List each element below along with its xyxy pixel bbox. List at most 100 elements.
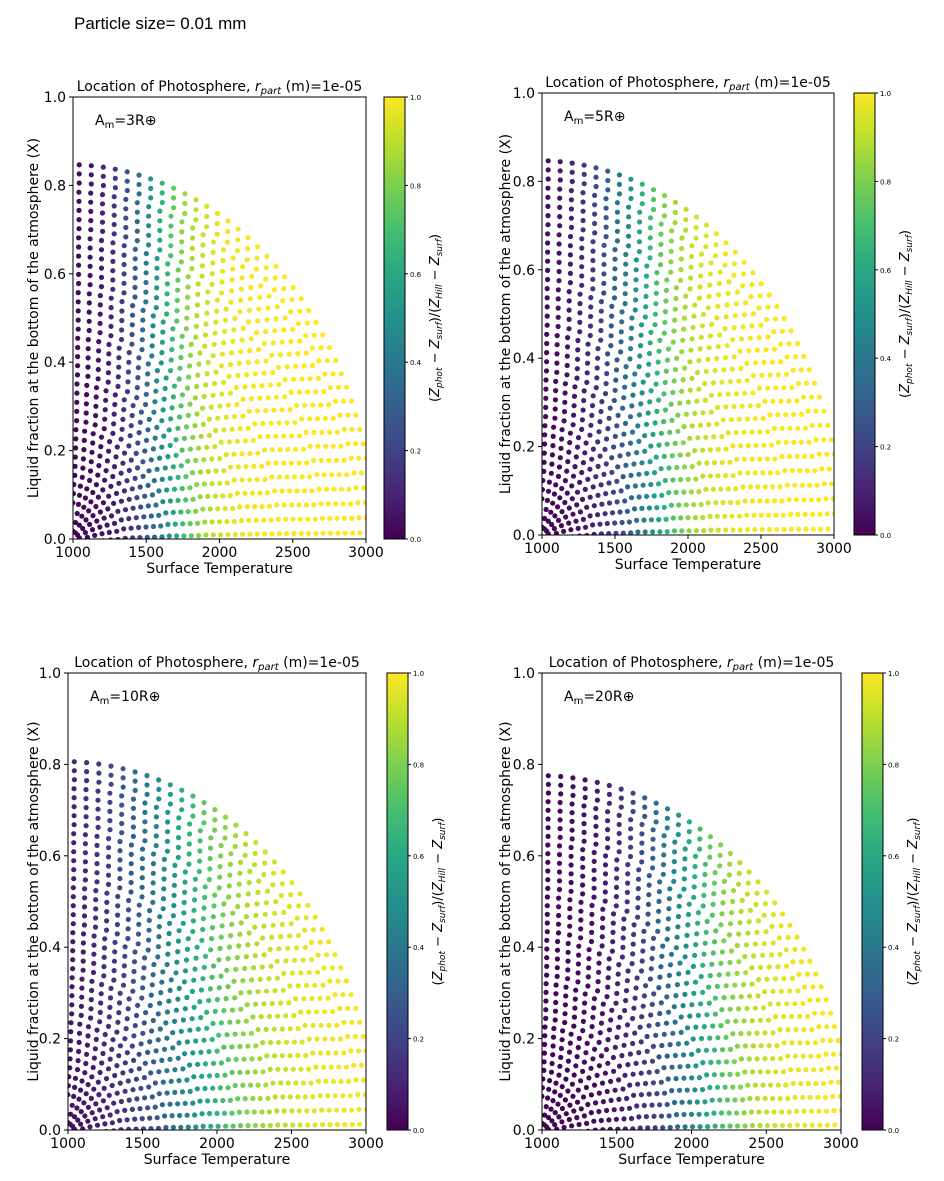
scatter-point	[109, 1046, 115, 1052]
scatter-point	[657, 1102, 663, 1108]
scatter-point	[635, 1081, 641, 1087]
scatter-point	[637, 209, 643, 215]
scatter-point	[74, 1067, 81, 1073]
scatter-point	[272, 1094, 278, 1100]
scatter-point	[605, 1037, 611, 1043]
scatter-point	[250, 437, 256, 444]
scatter-point	[677, 1064, 683, 1070]
scatter-point	[704, 1111, 710, 1117]
scatter-point	[318, 345, 324, 351]
scatter-point	[746, 1056, 752, 1062]
scatter-point	[669, 1064, 675, 1070]
scatter-point	[175, 267, 181, 273]
scatter-point	[668, 401, 674, 407]
scatter-point	[712, 870, 718, 876]
scatter-point	[795, 1067, 801, 1073]
scatter-point	[605, 845, 611, 851]
scatter-point	[645, 901, 652, 907]
scatter-point	[656, 348, 662, 354]
scatter-point	[164, 1009, 170, 1015]
scatter-point	[623, 261, 629, 267]
scatter-point	[646, 873, 652, 879]
scatter-point	[773, 385, 779, 391]
scatter-point	[242, 384, 248, 390]
scatter-point	[567, 897, 573, 903]
scatter-point	[137, 1106, 143, 1112]
scatter-point	[741, 456, 747, 462]
scatter-point	[584, 1120, 590, 1126]
scatter-point	[274, 304, 280, 310]
scatter-point	[121, 243, 127, 249]
scatter-point	[293, 363, 299, 369]
scatter-point	[771, 329, 777, 335]
mass-annotation: Am=20R⊕	[564, 689, 634, 707]
scatter-point	[781, 1040, 787, 1046]
scatter-point	[190, 813, 196, 819]
scatter-point	[689, 1002, 695, 1008]
scatter-point	[136, 430, 142, 436]
scatter-point	[310, 1050, 316, 1056]
scatter-point	[75, 1117, 81, 1123]
scatter-point	[280, 298, 286, 304]
scatter-point	[97, 293, 103, 299]
scatter-point	[106, 351, 112, 357]
scatter-point	[574, 1115, 580, 1121]
scatter-point	[142, 1095, 148, 1101]
scatter-point	[749, 1122, 756, 1129]
scatter-point	[661, 330, 667, 336]
scatter-point	[570, 784, 576, 790]
scatter-point	[69, 984, 75, 990]
scatter-point	[202, 332, 208, 338]
scatter-point	[640, 948, 646, 954]
scatter-point	[202, 519, 208, 525]
scatter-point	[575, 525, 581, 531]
y-tick-label: 0.4	[39, 940, 61, 956]
y-tick-label: 0.2	[513, 1032, 535, 1048]
scatter-point	[227, 493, 233, 499]
scatter-point	[102, 1031, 108, 1038]
scatter-point	[570, 1093, 576, 1099]
y-tick-label: 0.8	[44, 178, 66, 194]
scatter-point	[329, 472, 335, 478]
scatter-point	[76, 280, 82, 287]
colorbar-tick-label: 1.0	[880, 90, 891, 98]
scatter-point	[69, 1002, 75, 1008]
scatter-point	[136, 921, 142, 927]
scatter-point	[715, 303, 721, 309]
scatter-point	[212, 827, 218, 833]
scatter-point	[145, 947, 151, 953]
scatter-point	[543, 377, 549, 383]
scatter-point	[194, 1086, 200, 1092]
scatter-point	[73, 481, 77, 488]
scatter-point	[779, 498, 785, 504]
scatter-point	[178, 354, 184, 361]
scatter-point	[125, 1078, 131, 1084]
scatter-point	[591, 894, 597, 900]
scatter-point	[210, 239, 216, 245]
scatter-point	[320, 982, 326, 988]
scatter-point	[653, 809, 659, 816]
scatter-point	[542, 1120, 545, 1126]
scatter-point	[193, 217, 199, 223]
scatter-point	[752, 416, 758, 422]
scatter-point	[808, 1053, 814, 1059]
scatter-point	[253, 266, 260, 272]
scatter-point	[116, 1000, 123, 1006]
scatter-point	[104, 890, 110, 896]
scatter-point	[198, 433, 204, 439]
scatter-point	[150, 972, 156, 978]
scatter-point	[335, 530, 341, 536]
scatter-point	[146, 204, 152, 210]
scatter-point	[281, 502, 287, 508]
scatter-point	[596, 429, 602, 435]
colorbar-tick-label: 1.0	[410, 94, 421, 102]
scatter-point	[152, 1104, 158, 1110]
scatter-point	[664, 529, 670, 535]
scatter-point	[334, 1022, 340, 1028]
scatter-point	[121, 252, 127, 258]
colorbar-tick-label: 0.0	[410, 536, 421, 544]
scatter-point	[616, 1096, 622, 1102]
scatter-point	[580, 1094, 587, 1100]
scatter-point	[567, 252, 573, 258]
scatter-point	[646, 505, 652, 511]
